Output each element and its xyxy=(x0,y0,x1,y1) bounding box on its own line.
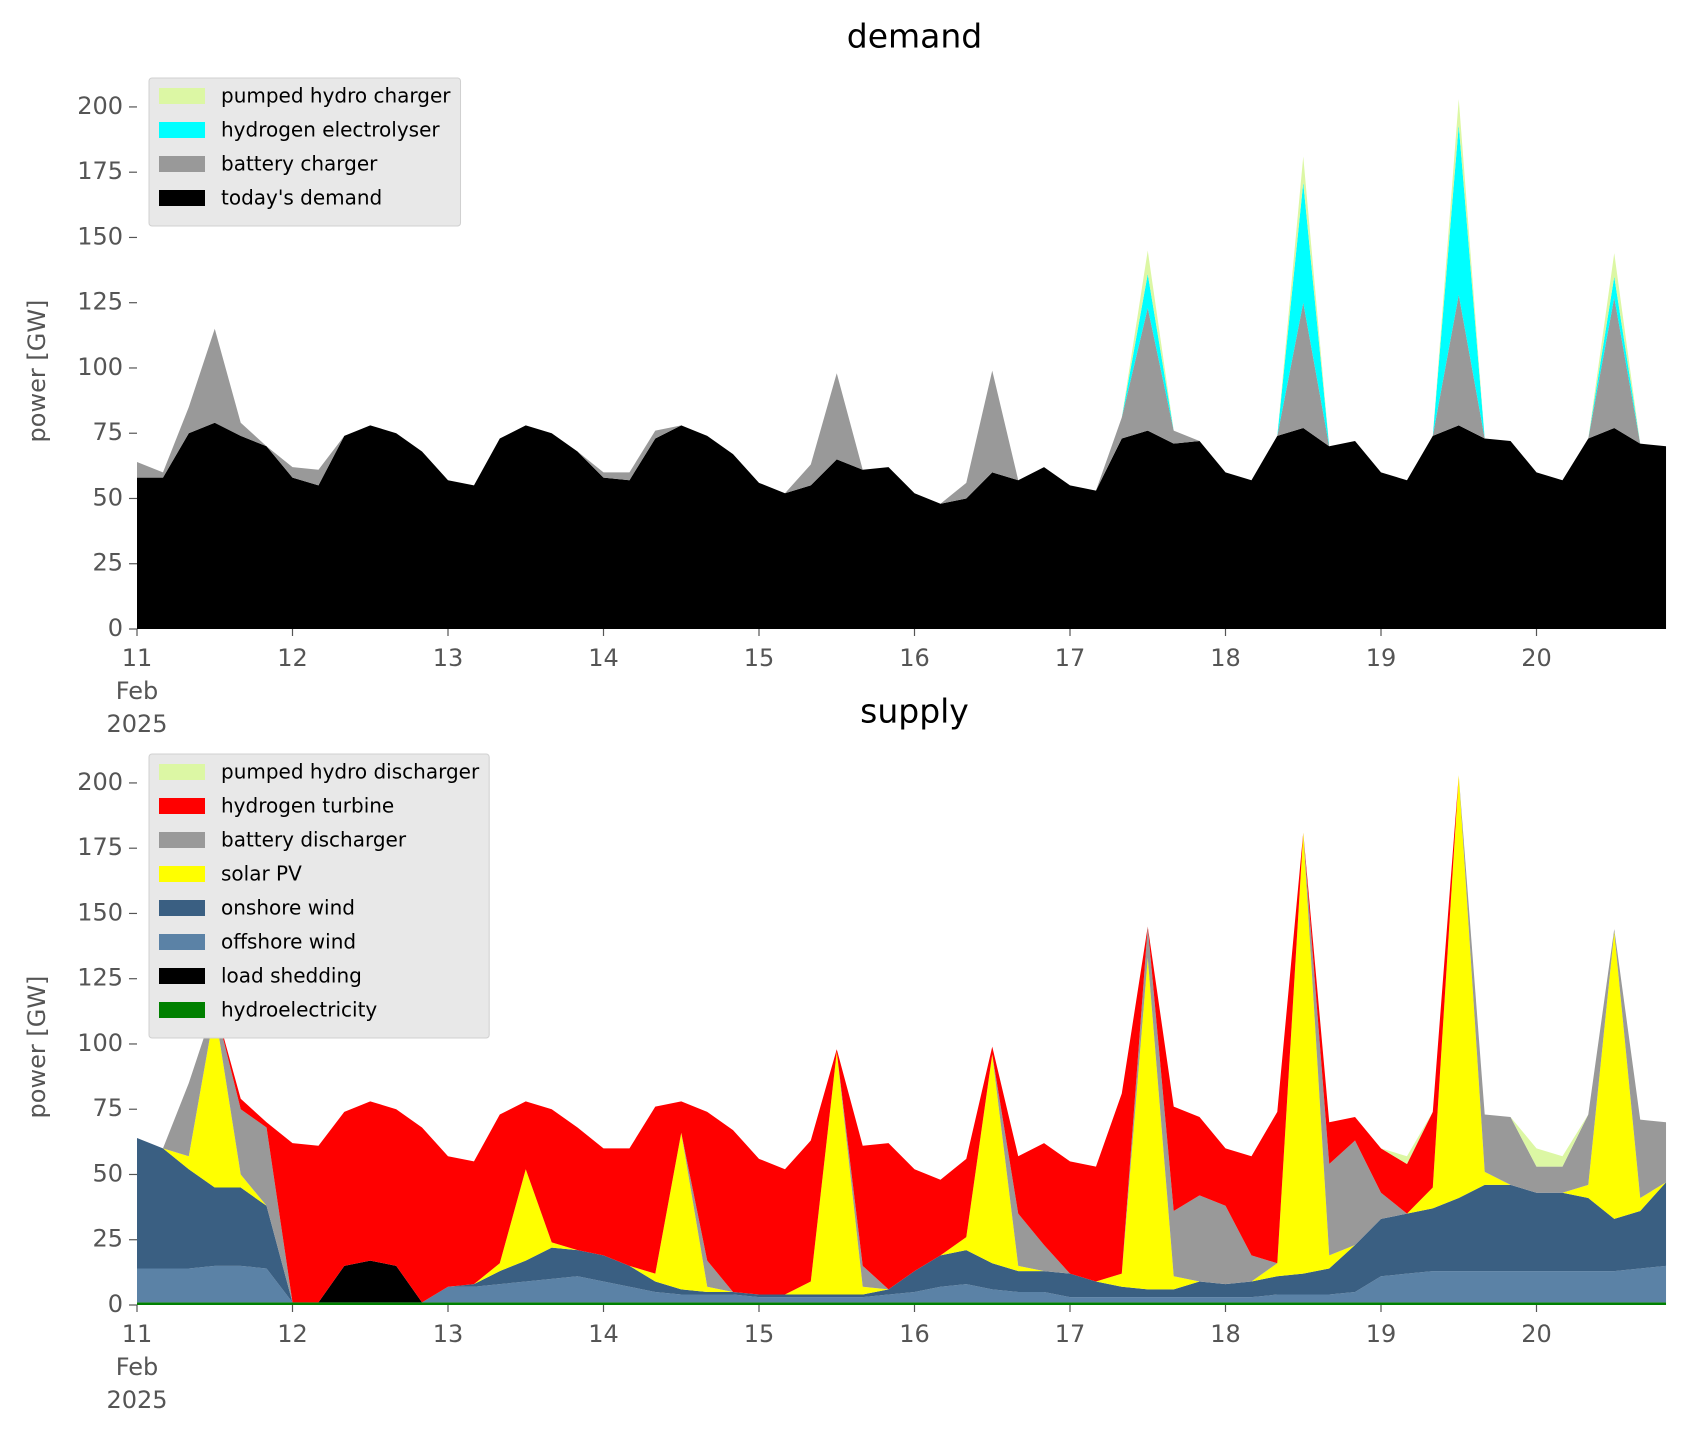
y-tick-label: 150 xyxy=(77,898,123,926)
area xyxy=(137,422,1667,629)
x-tick-label: 19 xyxy=(1366,1320,1397,1348)
legend-label: hydroelectricity xyxy=(221,998,377,1022)
y-tick-label: 175 xyxy=(77,833,123,861)
y-tick-label: 125 xyxy=(77,964,123,992)
x-tick-label: 14 xyxy=(588,644,619,672)
legend-swatch xyxy=(159,1002,205,1018)
legend-label: onshore wind xyxy=(221,896,355,920)
legend-label: load shedding xyxy=(221,964,362,988)
x-tick-label: 13 xyxy=(433,1320,464,1348)
legend-swatch xyxy=(159,156,205,172)
y-tick-label: 50 xyxy=(92,483,123,511)
x-tick-label: 16 xyxy=(899,1320,930,1348)
x-tick-label: 20 xyxy=(1521,644,1552,672)
y-tick-label: 0 xyxy=(108,614,123,642)
legend-label: battery charger xyxy=(221,152,378,176)
legend-label: hydrogen turbine xyxy=(221,794,394,818)
y-tick-label: 100 xyxy=(77,1029,123,1057)
x-tick-label: 19 xyxy=(1366,644,1397,672)
legend-label: solar PV xyxy=(221,862,302,886)
legend-label: battery discharger xyxy=(221,828,407,852)
x-tick-label: 14 xyxy=(588,1320,619,1348)
x-tick-label: 18 xyxy=(1210,1320,1241,1348)
x-tick-label: 18 xyxy=(1210,644,1241,672)
x-tick-label: 16 xyxy=(899,644,930,672)
x-tick-label: 15 xyxy=(744,644,775,672)
x-tick-label: 11 Feb 2025 xyxy=(106,644,167,738)
y-axis-label: power [GW] xyxy=(23,300,51,443)
y-tick-label: 50 xyxy=(92,1159,123,1187)
y-tick-label: 25 xyxy=(92,1225,123,1253)
legend-swatch xyxy=(159,798,205,814)
legend-swatch xyxy=(159,934,205,950)
area xyxy=(137,1260,1667,1303)
y-tick-label: 150 xyxy=(77,222,123,250)
y-tick-label: 75 xyxy=(92,1094,123,1122)
legend-swatch xyxy=(159,832,205,848)
chart-title: demand xyxy=(847,17,982,56)
x-tick-label: 13 xyxy=(433,644,464,672)
y-tick-label: 25 xyxy=(92,549,123,577)
legend: pumped hydro charger hydrogen electrolyse… xyxy=(148,77,462,227)
y-tick-label: 75 xyxy=(92,418,123,446)
legend-label: pumped hydro discharger xyxy=(221,760,480,784)
y-tick-label: 200 xyxy=(77,92,123,120)
legend: pumped hydro discharger hydrogen turbine b… xyxy=(148,753,490,1039)
area xyxy=(137,1302,1667,1305)
area xyxy=(137,775,1667,1303)
x-tick-label: 11 Feb 2025 xyxy=(106,1320,167,1414)
legend-label: pumped hydro charger xyxy=(221,84,451,108)
legend-box xyxy=(148,77,462,227)
y-tick-label: 125 xyxy=(77,288,123,316)
legend-box xyxy=(148,753,490,1039)
legend-swatch xyxy=(159,866,205,882)
x-tick-label: 12 xyxy=(277,644,308,672)
y-tick-label: 200 xyxy=(77,768,123,796)
y-tick-label: 175 xyxy=(77,157,123,185)
x-tick-label: 12 xyxy=(277,1320,308,1348)
legend-label: today's demand xyxy=(221,186,382,210)
legend-swatch xyxy=(159,122,205,138)
legend-swatch xyxy=(159,968,205,984)
legend-swatch xyxy=(159,764,205,780)
legend-swatch xyxy=(159,900,205,916)
legend-label: offshore wind xyxy=(221,930,356,954)
y-axis-label: power [GW] xyxy=(23,976,51,1119)
legend-label: hydrogen electrolyser xyxy=(221,118,440,142)
x-tick-label: 17 xyxy=(1055,644,1086,672)
x-tick-label: 17 xyxy=(1055,1320,1086,1348)
y-tick-label: 100 xyxy=(77,353,123,381)
x-tick-label: 15 xyxy=(744,1320,775,1348)
x-tick-label: 20 xyxy=(1521,1320,1552,1348)
legend-swatch xyxy=(159,88,205,104)
y-tick-label: 0 xyxy=(108,1290,123,1318)
area xyxy=(137,775,1667,1303)
chart-title: supply xyxy=(860,692,969,731)
legend-swatch xyxy=(159,190,205,206)
